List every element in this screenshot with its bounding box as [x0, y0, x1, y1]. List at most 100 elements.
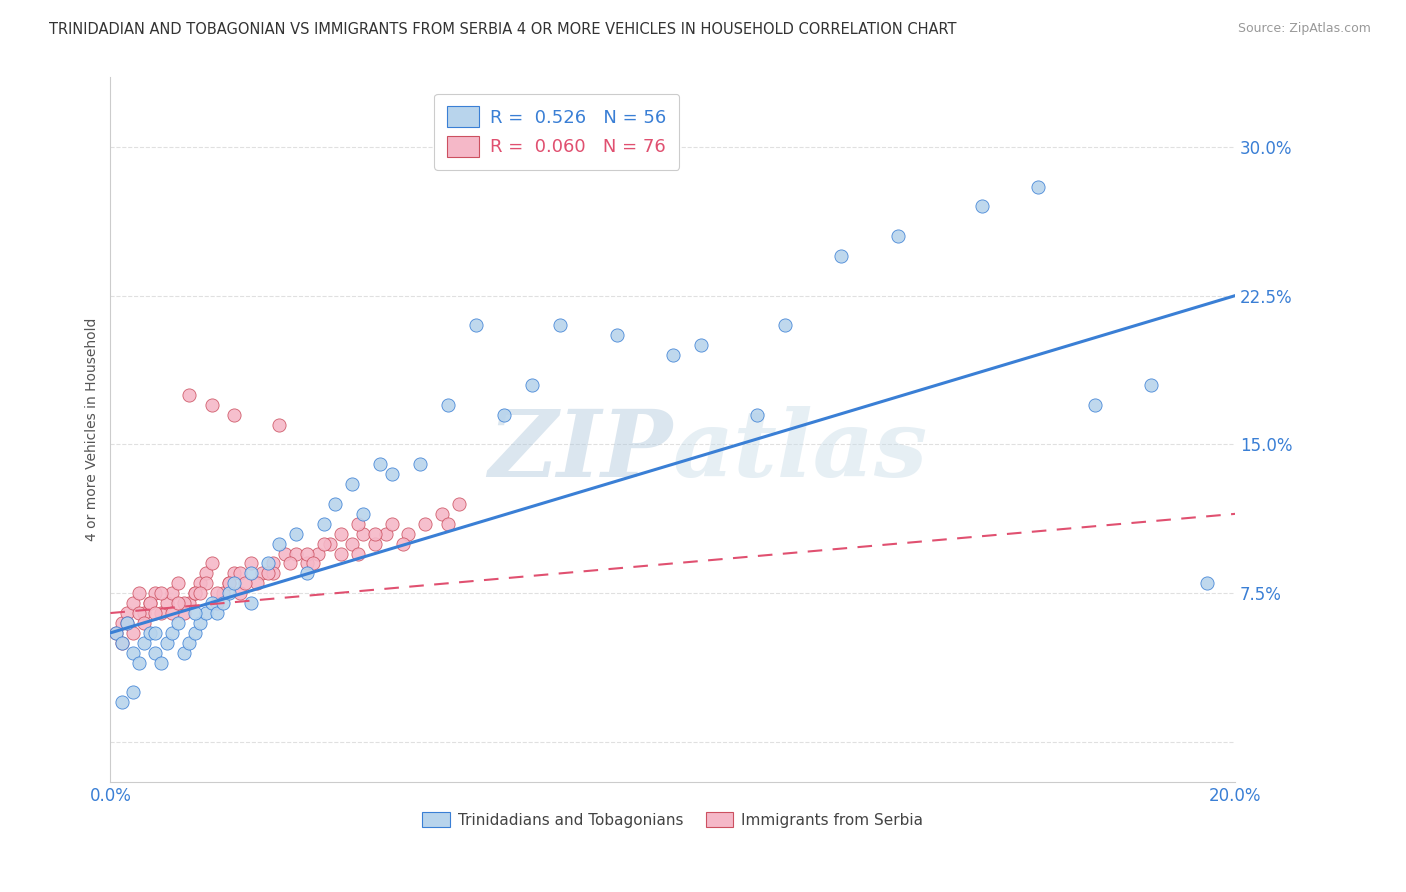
Point: [347, 547, 370, 561]
Point: [285, 547, 308, 561]
Point: [886, 229, 908, 244]
Point: [201, 596, 224, 610]
Text: Source: ZipAtlas.com: Source: ZipAtlas.com: [1237, 22, 1371, 36]
Point: [111, 636, 134, 650]
Point: [139, 626, 162, 640]
Point: [409, 457, 432, 471]
Point: [207, 606, 229, 620]
Point: [156, 636, 179, 650]
Point: [381, 516, 404, 531]
Point: [229, 586, 252, 600]
Point: [432, 507, 454, 521]
Point: [252, 566, 274, 581]
Point: [314, 536, 336, 550]
Point: [437, 516, 460, 531]
Point: [218, 576, 240, 591]
Point: [415, 516, 437, 531]
Point: [128, 606, 150, 620]
Point: [150, 606, 173, 620]
Point: [314, 516, 336, 531]
Point: [319, 536, 342, 550]
Point: [218, 576, 240, 591]
Point: [184, 586, 207, 600]
Point: [229, 566, 252, 581]
Point: [1026, 179, 1049, 194]
Point: [224, 566, 246, 581]
Point: [449, 497, 471, 511]
Point: [207, 586, 229, 600]
Point: [156, 596, 179, 610]
Point: [105, 626, 128, 640]
Point: [548, 318, 571, 333]
Point: [520, 378, 543, 392]
Point: [167, 615, 190, 630]
Point: [269, 536, 291, 550]
Point: [398, 526, 420, 541]
Point: [263, 566, 285, 581]
Point: [128, 656, 150, 670]
Point: [297, 557, 319, 571]
Point: [190, 615, 212, 630]
Text: TRINIDADIAN AND TOBAGONIAN VS IMMIGRANTS FROM SERBIA 4 OR MORE VEHICLES IN HOUSE: TRINIDADIAN AND TOBAGONIAN VS IMMIGRANTS…: [49, 22, 956, 37]
Legend: Trinidadians and Tobagonians, Immigrants from Serbia: Trinidadians and Tobagonians, Immigrants…: [416, 805, 929, 834]
Point: [224, 576, 246, 591]
Point: [830, 249, 852, 263]
Text: ZIP: ZIP: [488, 406, 672, 496]
Point: [342, 477, 364, 491]
Point: [280, 557, 302, 571]
Point: [134, 615, 156, 630]
Point: [117, 615, 139, 630]
Point: [167, 596, 190, 610]
Point: [381, 467, 404, 482]
Point: [240, 557, 263, 571]
Point: [347, 516, 370, 531]
Point: [139, 596, 162, 610]
Point: [111, 636, 134, 650]
Point: [330, 526, 353, 541]
Point: [162, 626, 184, 640]
Point: [325, 497, 347, 511]
Point: [240, 566, 263, 581]
Point: [117, 606, 139, 620]
Point: [184, 626, 207, 640]
Point: [364, 536, 387, 550]
Point: [297, 566, 319, 581]
Point: [353, 526, 375, 541]
Point: [364, 526, 387, 541]
Point: [773, 318, 796, 333]
Point: [145, 646, 167, 660]
Point: [370, 457, 392, 471]
Point: [162, 586, 184, 600]
Point: [201, 398, 224, 412]
Point: [179, 388, 201, 402]
Point: [145, 586, 167, 600]
Point: [167, 576, 190, 591]
Point: [285, 526, 308, 541]
Point: [162, 606, 184, 620]
Point: [190, 586, 212, 600]
Point: [179, 636, 201, 650]
Point: [134, 636, 156, 650]
Point: [195, 606, 218, 620]
Point: [122, 646, 145, 660]
Point: [492, 408, 515, 422]
Point: [1083, 398, 1105, 412]
Point: [195, 566, 218, 581]
Point: [139, 596, 162, 610]
Point: [257, 557, 280, 571]
Point: [1195, 576, 1218, 591]
Point: [689, 338, 711, 352]
Point: [375, 526, 398, 541]
Text: atlas: atlas: [672, 406, 928, 496]
Point: [207, 596, 229, 610]
Point: [105, 626, 128, 640]
Point: [111, 695, 134, 709]
Point: [257, 566, 280, 581]
Point: [246, 576, 269, 591]
Point: [190, 576, 212, 591]
Point: [195, 576, 218, 591]
Point: [224, 408, 246, 422]
Point: [212, 586, 235, 600]
Point: [218, 586, 240, 600]
Point: [302, 557, 325, 571]
